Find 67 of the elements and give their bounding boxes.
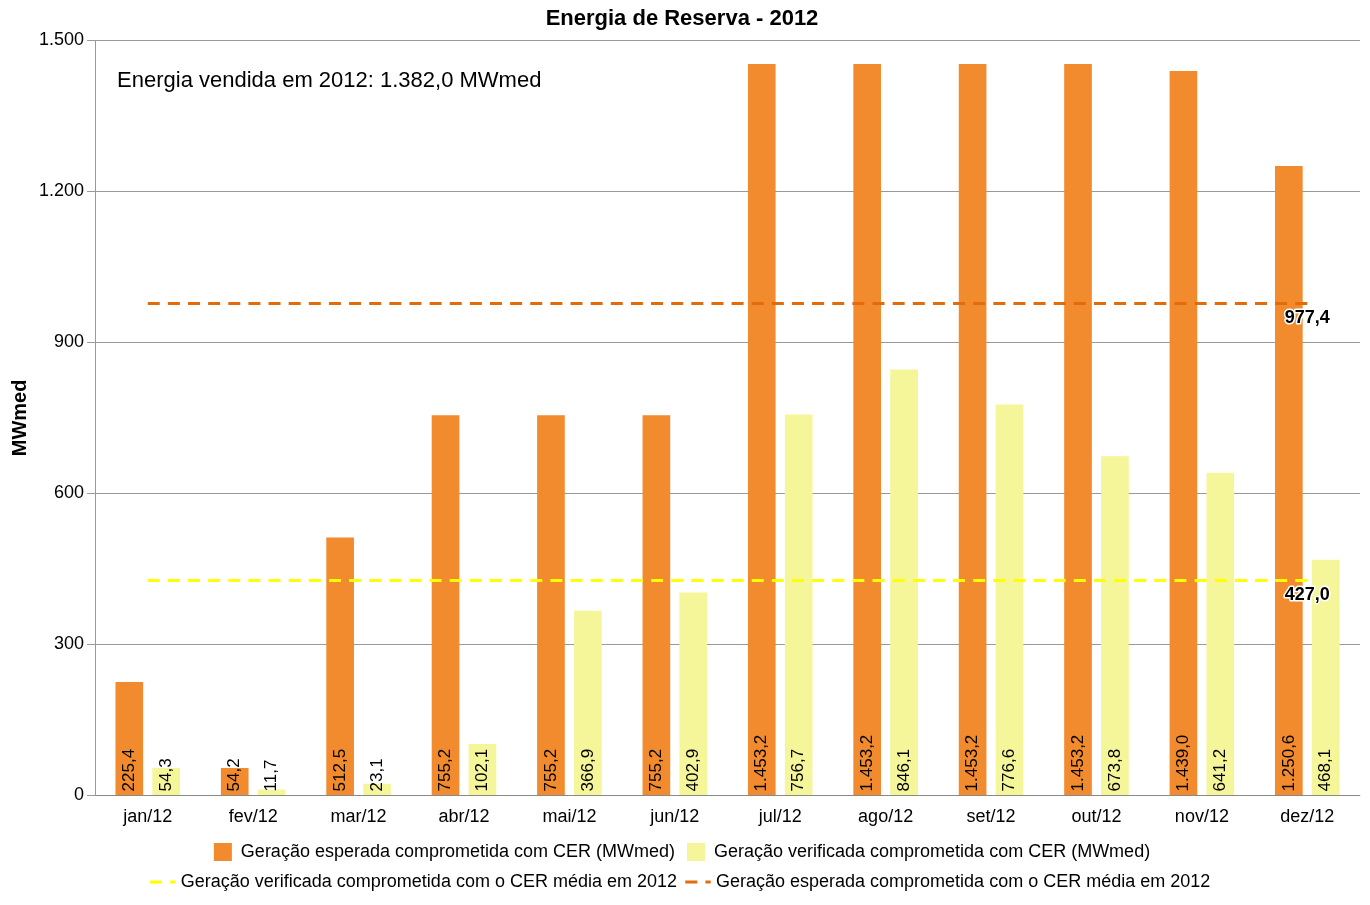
y-tick-label: 1.200 (39, 180, 85, 201)
bar (1064, 63, 1092, 795)
data-label: 23,1 (366, 758, 386, 792)
y-tick-label: 600 (54, 482, 85, 503)
bar (995, 404, 1024, 795)
bar (747, 63, 776, 795)
y-axis-title: MWmed (7, 379, 30, 457)
bar (115, 681, 144, 795)
data-label: 641,2 (1210, 748, 1230, 792)
bar (1206, 472, 1235, 795)
data-label: 1.453,2 (962, 734, 982, 792)
data-label: 1.453,2 (751, 734, 771, 792)
x-tick-label: fev/12 (228, 806, 278, 827)
annotation: 427,0 (1284, 584, 1330, 605)
bar (326, 537, 354, 795)
x-tick-label: mar/12 (330, 806, 387, 827)
bar (537, 415, 565, 795)
legend-label: Geração verificada comprometida com o CER média em 2012 (180, 870, 677, 891)
y-tick-label: 300 (54, 633, 85, 654)
legend-label: Geração esperada comprometida com CER (MWmed) (240, 840, 676, 861)
bar (574, 610, 602, 795)
data-label: 1.250,6 (1278, 734, 1298, 792)
x-tick-label: jun/12 (649, 806, 700, 827)
bar (642, 415, 671, 795)
data-label: 776,6 (999, 748, 1019, 792)
data-label: 366,9 (577, 748, 597, 792)
data-label: 102,1 (472, 748, 492, 792)
x-tick-label: set/12 (966, 806, 1016, 827)
legend-label: Geração verificada comprometida com CER (MWmed) (714, 840, 1151, 861)
data-label: 1.453,2 (856, 734, 876, 792)
data-label: 755,2 (646, 748, 666, 792)
bar (431, 415, 460, 795)
x-tick-label: out/12 (1071, 806, 1122, 827)
annotation: Energia vendida em 2012: 1.382,0 MWmed (117, 67, 542, 93)
data-label: 756,7 (788, 748, 808, 792)
data-label: 54,2 (224, 758, 244, 792)
legend-label: Geração esperada comprometida com o CER média em 2012 (715, 870, 1211, 891)
x-tick-label: dez/12 (1280, 806, 1335, 827)
bar (853, 63, 882, 795)
y-tick-label: 900 (54, 331, 85, 352)
x-tick-label: mai/12 (542, 806, 597, 827)
x-tick-label: nov/12 (1174, 806, 1229, 827)
bar (679, 592, 708, 795)
data-label: 673,8 (1104, 748, 1124, 792)
bar (784, 414, 813, 795)
data-label: 468,1 (1315, 748, 1335, 792)
y-tick-label: 1.500 (39, 29, 85, 50)
data-label: 402,9 (682, 748, 702, 792)
x-tick-label: jul/12 (757, 806, 802, 827)
data-label: 1.439,0 (1173, 734, 1193, 792)
x-tick-label: ago/12 (858, 806, 914, 827)
data-label: 225,4 (118, 748, 138, 792)
data-label: 846,1 (893, 748, 913, 792)
bar (958, 63, 987, 795)
y-tick-label: 0 (74, 784, 85, 805)
data-label: 755,2 (435, 748, 455, 792)
x-tick-label: abr/12 (438, 806, 490, 827)
data-label: 755,2 (540, 748, 560, 792)
bar (890, 369, 918, 795)
bar (1169, 71, 1198, 795)
data-label: 512,5 (329, 748, 349, 792)
data-label: 11,7 (261, 759, 281, 792)
bar (1101, 456, 1129, 795)
data-label: 54,3 (155, 758, 175, 792)
x-tick-label: jan/12 (122, 806, 173, 827)
chart-title: Energia de Reserva - 2012 (545, 5, 819, 31)
data-label: 1.453,2 (1067, 734, 1087, 792)
